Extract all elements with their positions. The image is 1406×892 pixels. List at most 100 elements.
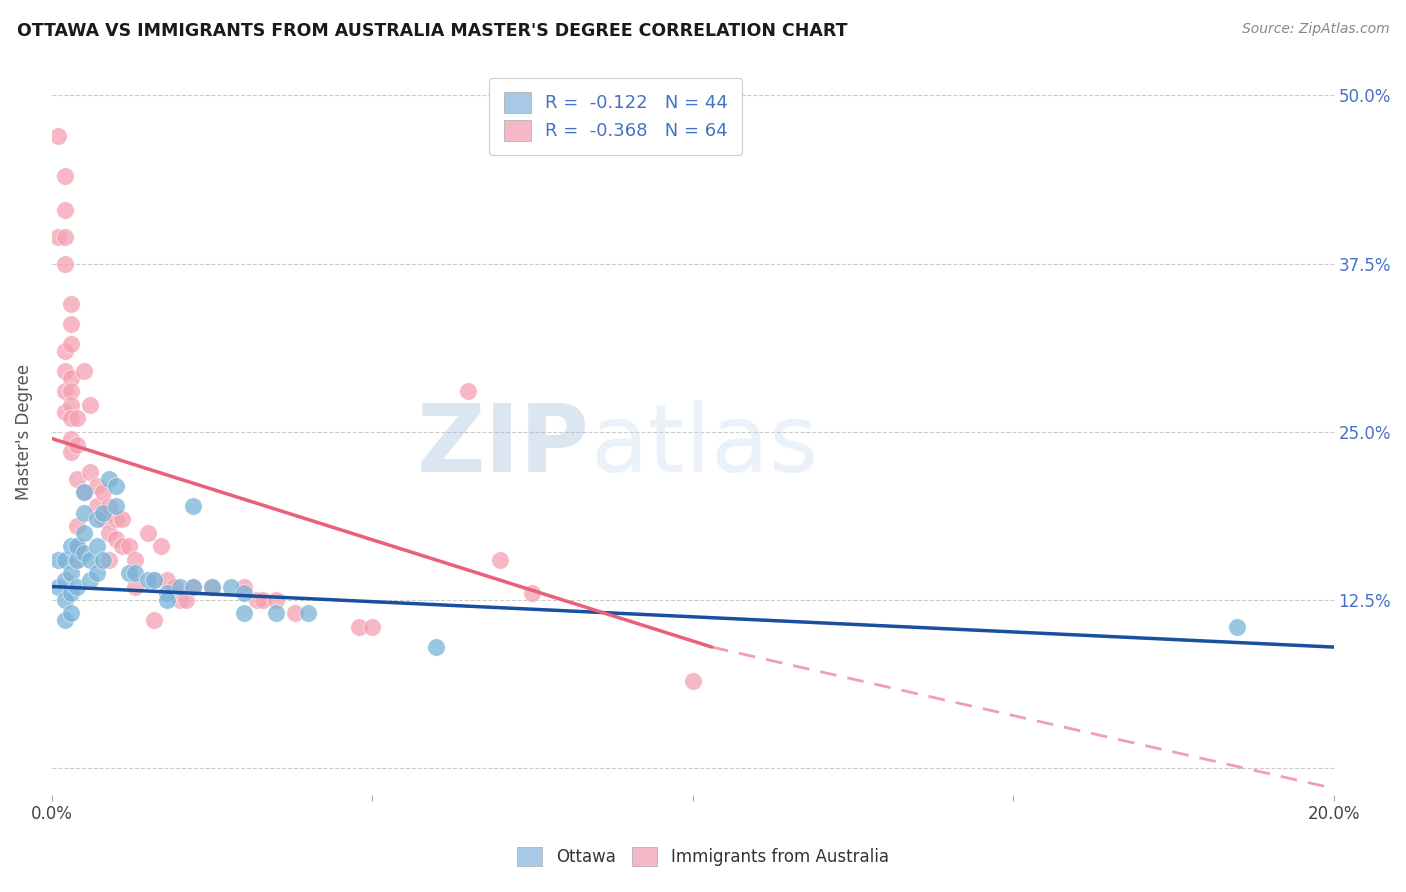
Point: [91, 485, 114, 500]
Point: [53, 384, 76, 399]
Point: [98, 525, 121, 540]
Point: [53, 364, 76, 378]
Point: [233, 586, 256, 600]
Point: [91, 512, 114, 526]
Point: [104, 512, 127, 526]
Point: [59, 566, 82, 580]
Point: [73, 485, 96, 500]
Point: [361, 620, 384, 634]
Point: [53, 202, 76, 217]
Point: [66, 539, 89, 553]
Point: [457, 384, 479, 399]
Legend: Ottawa, Immigrants from Australia: Ottawa, Immigrants from Australia: [509, 838, 897, 875]
Point: [46, 128, 69, 143]
Point: [79, 573, 101, 587]
Point: [59, 317, 82, 331]
Point: [425, 640, 447, 654]
Point: [46, 552, 69, 566]
Point: [181, 580, 204, 594]
Point: [59, 337, 82, 351]
Point: [181, 499, 204, 513]
Point: [219, 580, 242, 594]
Point: [86, 478, 108, 492]
Point: [176, 593, 198, 607]
Point: [79, 398, 101, 412]
Point: [59, 586, 82, 600]
Point: [53, 257, 76, 271]
Point: [53, 613, 76, 627]
Point: [124, 580, 146, 594]
Point: [66, 580, 89, 594]
Point: [46, 229, 69, 244]
Point: [98, 472, 121, 486]
Point: [86, 539, 108, 553]
Point: [66, 411, 89, 425]
Point: [46, 580, 69, 594]
Point: [79, 552, 101, 566]
Point: [53, 593, 76, 607]
Point: [264, 593, 287, 607]
Point: [143, 573, 166, 587]
Point: [66, 472, 89, 486]
Point: [156, 593, 179, 607]
Point: [59, 297, 82, 311]
Point: [522, 586, 544, 600]
Point: [86, 499, 108, 513]
Point: [1226, 620, 1249, 634]
Point: [86, 512, 108, 526]
Point: [162, 580, 184, 594]
Point: [79, 465, 101, 479]
Point: [73, 546, 96, 560]
Point: [181, 580, 204, 594]
Point: [284, 607, 307, 621]
Point: [169, 580, 191, 594]
Point: [59, 432, 82, 446]
Point: [489, 552, 512, 566]
Point: [104, 533, 127, 547]
Point: [66, 438, 89, 452]
Point: [104, 499, 127, 513]
Point: [59, 411, 82, 425]
Point: [201, 580, 224, 594]
Point: [66, 552, 89, 566]
Point: [111, 539, 134, 553]
Point: [73, 364, 96, 378]
Point: [53, 344, 76, 359]
Point: [66, 552, 89, 566]
Point: [156, 586, 179, 600]
Point: [53, 404, 76, 418]
Point: [118, 566, 141, 580]
Point: [59, 371, 82, 385]
Point: [73, 485, 96, 500]
Point: [59, 607, 82, 621]
Text: ZIP: ZIP: [418, 401, 591, 492]
Point: [53, 552, 76, 566]
Point: [91, 552, 114, 566]
Point: [143, 573, 166, 587]
Point: [53, 229, 76, 244]
Point: [104, 478, 127, 492]
Point: [349, 620, 371, 634]
Text: atlas: atlas: [591, 401, 818, 492]
Point: [86, 566, 108, 580]
Point: [73, 525, 96, 540]
Point: [252, 593, 274, 607]
Point: [124, 566, 146, 580]
Point: [233, 607, 256, 621]
Point: [156, 573, 179, 587]
Point: [136, 525, 159, 540]
Point: [59, 384, 82, 399]
Text: Source: ZipAtlas.com: Source: ZipAtlas.com: [1241, 22, 1389, 37]
Point: [246, 593, 269, 607]
Legend: R =  -0.122   N = 44, R =  -0.368   N = 64: R = -0.122 N = 44, R = -0.368 N = 64: [489, 78, 742, 155]
Point: [149, 539, 172, 553]
Point: [73, 506, 96, 520]
Point: [59, 445, 82, 459]
Y-axis label: Master's Degree: Master's Degree: [15, 364, 32, 500]
Point: [169, 593, 191, 607]
Point: [66, 539, 89, 553]
Point: [91, 506, 114, 520]
Point: [118, 539, 141, 553]
Point: [53, 169, 76, 183]
Point: [297, 607, 319, 621]
